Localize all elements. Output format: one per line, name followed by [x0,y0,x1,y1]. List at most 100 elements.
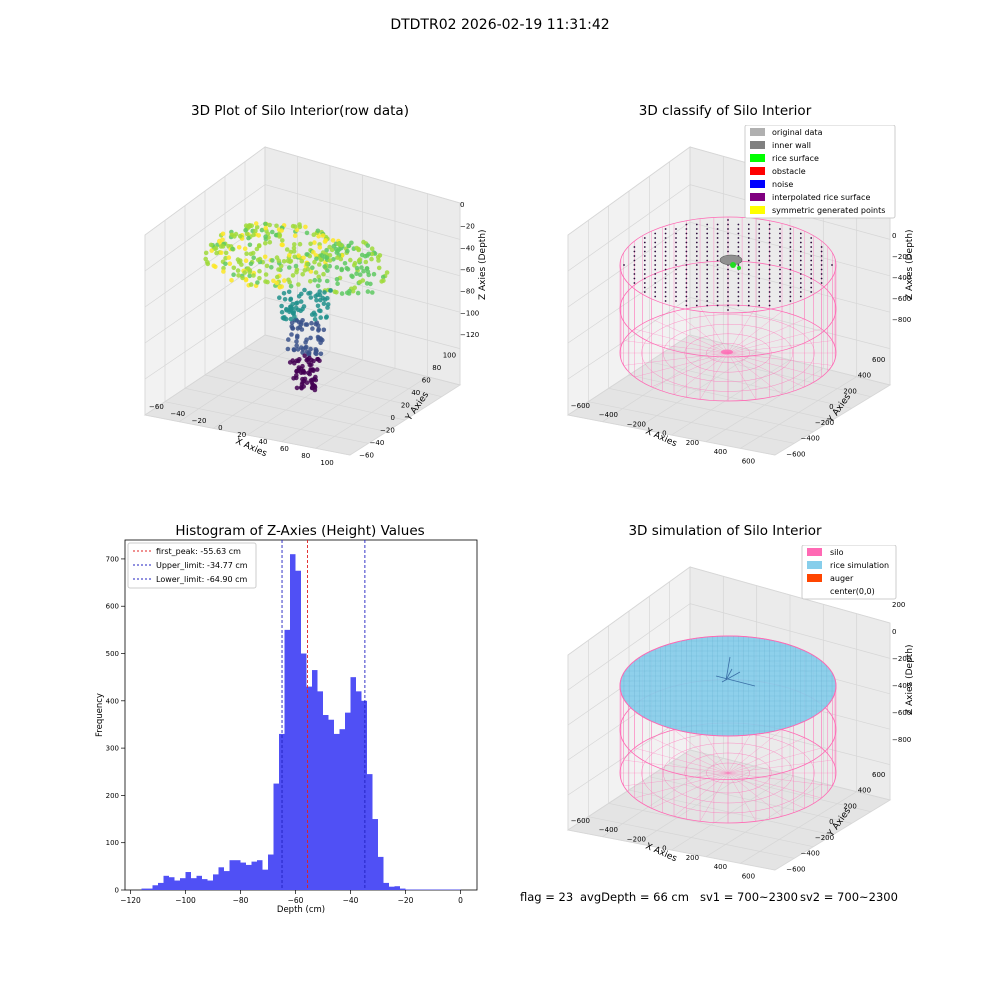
simulation-silo-wireframe [619,635,837,824]
surface-point [654,232,657,235]
histogram-bar [229,860,235,890]
grid-line [774,799,891,871]
raw-point [230,246,235,252]
y-tick-label: 200 [843,387,856,395]
flag-readout: flag = 23 [520,890,574,904]
surface-point [789,241,792,244]
x-tick-label: 0 [662,845,666,853]
grid-line [689,297,891,349]
silo-floor-spoke [727,328,822,354]
classify-x-ticks: −600 −400 −200 0 200 400 600 [571,402,755,466]
surface-point [810,255,813,257]
raw-point [304,322,310,327]
silo-floor-spoke [727,306,757,354]
surface-point [768,246,771,248]
surface-point [758,268,761,271]
raw-point [271,278,276,284]
x-tick-label: −400 [599,411,618,419]
surface-point [716,228,719,230]
surface-point [747,273,750,275]
histogram-bar [218,867,224,890]
surface-point [706,295,709,298]
surface-point [716,259,719,262]
surface-point [654,282,657,284]
y-tick-label: 400 [106,697,119,705]
surface-point [737,250,740,253]
x-tick-label: −40 [343,896,359,905]
surface-point [737,228,740,230]
surface-point [737,300,740,302]
grid-line [669,347,871,398]
surface-point [789,300,792,302]
simulation-legend: silo rice simulation auger center(0,0) [801,545,897,600]
raw-point [314,348,319,354]
histogram-bar [147,888,153,890]
surface-point [685,286,688,289]
raw-point [276,258,282,263]
raw-point [312,277,318,283]
surface-point [695,264,698,266]
surface-point [695,295,698,298]
histogram-bar [284,629,290,890]
surface-point [685,237,688,239]
surface-point [810,264,813,266]
surface-point [664,295,667,298]
silo-floor-spoke [673,772,729,817]
surface-point [716,277,719,280]
legend-swatch [750,193,765,201]
surface-point [685,228,688,230]
surface-point [737,223,740,226]
surface-point [643,255,646,257]
silo-floor-spoke [727,747,822,774]
surface-point [758,250,761,253]
surface-point [654,277,657,280]
surface-point [727,232,729,235]
histogram-bar [257,860,263,890]
raw-point [377,253,383,258]
silo-floor-spoke [727,311,783,354]
surface-point [758,277,761,280]
grid-line [264,184,461,240]
x-tick-label: 0 [662,430,666,438]
silo-floor-spoke [727,318,805,354]
raw-point [294,335,300,340]
depth-histogram[interactable]: −120 −100 −80 −60 −40 −20 0 0 100 200 300 400 500 60… [60,530,500,920]
raw-point [334,277,340,282]
raw-point [360,278,366,283]
raw-point [263,221,268,227]
surface-point [758,223,761,226]
surface-point [685,304,688,307]
silo-floor-spoke [634,328,729,354]
surface-point [664,286,667,289]
surface-point [706,268,709,271]
raw-point [349,240,354,246]
surface-point [706,304,709,307]
surface-point [716,250,719,253]
surface-point [779,277,781,280]
raw-point [322,254,328,259]
surface-point [695,268,698,271]
raw-point [282,297,288,302]
surface-point [768,259,771,262]
raw-point [301,304,307,309]
raw-point [306,350,312,356]
surface-point [654,241,657,244]
raw-point [365,243,371,248]
raw-point [325,295,330,301]
surface-point [643,237,646,239]
raw-point [221,269,226,274]
grid-line [567,297,691,380]
raw-point [316,234,321,239]
panel4-title: 3D simulation of Silo Interior [628,523,822,539]
surface-point [706,273,709,275]
legend-label: noise [772,180,793,189]
surface-point [706,255,709,257]
surface-point [716,255,719,257]
surface-point [789,255,792,257]
raw-point [308,279,313,284]
grid-line [144,297,266,380]
